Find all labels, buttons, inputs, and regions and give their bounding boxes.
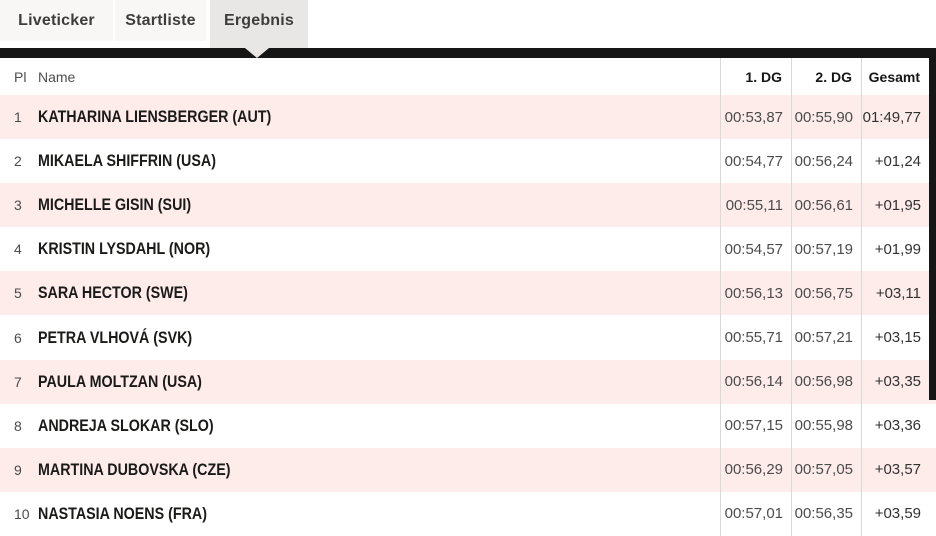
run2-time-cell: 00:56,75 [791,271,861,316]
place-cell: 6 [14,329,22,346]
total-cell: +03,57 [861,447,929,492]
total-cell: +01,24 [861,139,929,184]
row-right-pad [929,448,936,492]
athlete-name: PETRA VLHOVÁ (SVK) [38,327,193,347]
table-row[interactable]: 9 MARTINA DUBOVSKA (CZE) 00:56,29 00:57,… [0,447,936,492]
active-tab-arrow-icon [245,48,269,58]
athlete-name: MARTINA DUBOVSKA (CZE) [38,459,231,479]
scrollbar-thumb[interactable] [929,58,936,400]
name-cell: MIKAELA SHIFFRIN (USA) [38,139,720,183]
run1-time-cell: 00:57,01 [720,491,791,536]
row-right-pad [929,404,936,448]
name-cell: NASTASIA NOENS (FRA) [38,492,720,536]
header-place: Pl [14,68,27,85]
athlete-name: MIKAELA SHIFFRIN (USA) [38,151,216,171]
run2-time-cell: 00:55,90 [791,95,861,140]
header-total: Gesamt [861,58,929,95]
run1-time-cell: 00:53,87 [720,95,791,140]
header-name: Name [38,68,76,85]
run1-time-cell: 00:55,11 [720,183,791,228]
header-run2: 2. DG [791,58,861,95]
run2-time-cell: 00:56,61 [791,183,861,228]
name-cell: PETRA VLHOVÁ (SVK) [38,315,720,359]
run1-time-cell: 00:55,71 [720,315,791,360]
place-cell: 4 [14,241,22,258]
place-cell: 8 [14,417,22,434]
run2-time-cell: 00:56,35 [791,491,861,536]
athlete-name: PAULA MOLTZAN (USA) [38,371,202,391]
results-body: 1 KATHARINA LIENSBERGER (AUT) 00:53,87 0… [0,95,936,536]
run1-time-cell: 00:57,15 [720,403,791,448]
table-row[interactable]: 4 KRISTIN LYSDAHL (NOR) 00:54,57 00:57,1… [0,227,936,272]
run2-time-cell: 00:57,05 [791,447,861,492]
table-row[interactable]: 5 SARA HECTOR (SWE) 00:56,13 00:56,75 +0… [0,271,936,316]
row-right-pad [929,492,936,536]
name-cell: KATHARINA LIENSBERGER (AUT) [38,95,720,139]
place-cell: 3 [14,197,22,214]
total-cell: +01,99 [861,227,929,272]
name-cell: ANDREJA SLOKAR (SLO) [38,404,720,448]
run1-time-cell: 00:56,14 [720,359,791,404]
tab-startliste[interactable]: Startliste [115,0,206,41]
total-cell: +03,59 [861,491,929,536]
total-cell: 01:49,77 [861,95,929,140]
run1-time-cell: 00:56,13 [720,271,791,316]
run1-time-cell: 00:54,77 [720,139,791,184]
tab-ergebnis[interactable]: Ergebnis [210,0,308,48]
run2-time-cell: 00:56,24 [791,139,861,184]
name-cell: SARA HECTOR (SWE) [38,271,720,315]
athlete-name: ANDREJA SLOKAR (SLO) [38,415,214,435]
total-cell: +03,15 [861,315,929,360]
total-cell: +01,95 [861,183,929,228]
table-row[interactable]: 7 PAULA MOLTZAN (USA) 00:56,14 00:56,98 … [0,359,936,404]
active-tab-underline-bar [0,48,936,58]
athlete-name: MICHELLE GISIN (SUI) [38,195,192,215]
run1-time-cell: 00:56,29 [720,447,791,492]
total-cell: +03,36 [861,403,929,448]
athlete-name: KATHARINA LIENSBERGER (AUT) [38,107,272,127]
run2-time-cell: 00:56,98 [791,359,861,404]
place-cell: 1 [14,109,22,126]
name-cell: MICHELLE GISIN (SUI) [38,183,720,227]
name-cell: PAULA MOLTZAN (USA) [38,360,720,404]
name-cell: KRISTIN LYSDAHL (NOR) [38,227,720,271]
run2-time-cell: 00:55,98 [791,403,861,448]
athlete-name: NASTASIA NOENS (FRA) [38,503,207,523]
table-header: Pl Name 1. DG 2. DG Gesamt [0,58,936,95]
name-cell: MARTINA DUBOVSKA (CZE) [38,448,720,492]
run1-time-cell: 00:54,57 [720,227,791,272]
table-row[interactable]: 10 NASTASIA NOENS (FRA) 00:57,01 00:56,3… [0,491,936,536]
run2-time-cell: 00:57,19 [791,227,861,272]
place-cell: 7 [14,373,22,390]
place-cell: 9 [14,461,22,478]
place-cell: 2 [14,153,22,170]
place-cell: 10 [14,505,30,522]
table-row[interactable]: 1 KATHARINA LIENSBERGER (AUT) 00:53,87 0… [0,95,936,140]
tab-bar: Liveticker Startliste Ergebnis [0,0,936,58]
header-run1: 1. DG [720,58,791,95]
run2-time-cell: 00:57,21 [791,315,861,360]
table-row[interactable]: 2 MIKAELA SHIFFRIN (USA) 00:54,77 00:56,… [0,139,936,184]
table-row[interactable]: 8 ANDREJA SLOKAR (SLO) 00:57,15 00:55,98… [0,403,936,448]
total-cell: +03,35 [861,359,929,404]
athlete-name: SARA HECTOR (SWE) [38,283,188,303]
total-cell: +03,11 [861,271,929,316]
athlete-name: KRISTIN LYSDAHL (NOR) [38,239,211,259]
table-row[interactable]: 6 PETRA VLHOVÁ (SVK) 00:55,71 00:57,21 +… [0,315,936,360]
place-cell: 5 [14,285,22,302]
tab-liveticker[interactable]: Liveticker [0,0,113,41]
table-row[interactable]: 3 MICHELLE GISIN (SUI) 00:55,11 00:56,61… [0,183,936,228]
